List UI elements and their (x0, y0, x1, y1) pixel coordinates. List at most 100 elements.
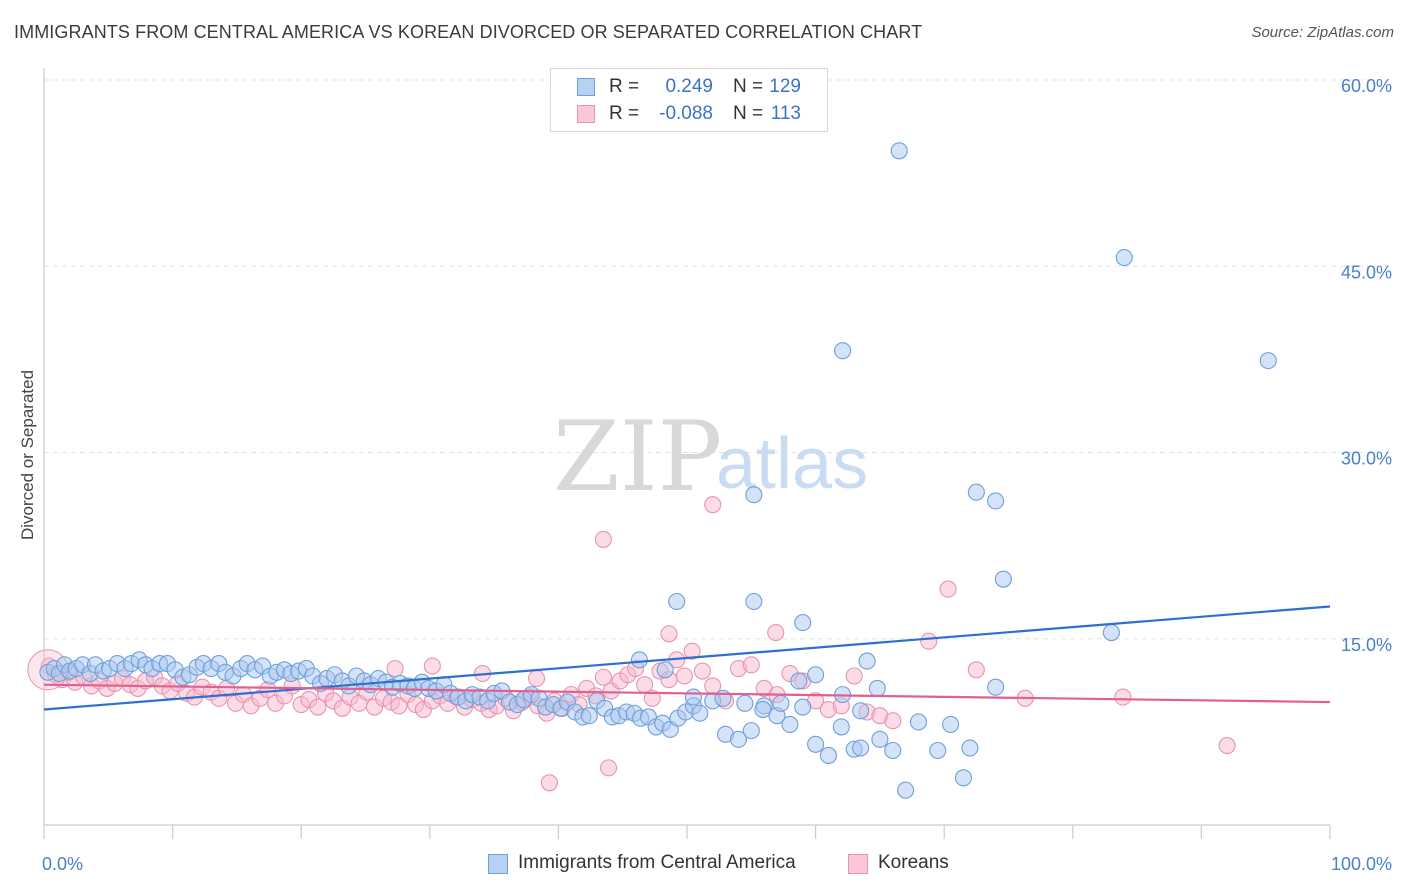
data-point-central-america (754, 700, 772, 719)
data-point-central-america (819, 746, 838, 765)
y-tick-label: 45.0% (1341, 262, 1392, 282)
data-point-central-america (1102, 623, 1120, 642)
y-tick-label: 60.0% (1341, 76, 1392, 96)
y-tick-labels: 15.0% 30.0% 45.0% 60.0% (1341, 76, 1392, 655)
chart-source: Source: ZipAtlas.com (1251, 24, 1394, 41)
trend-lines (43, 605, 1331, 711)
data-point-korean (742, 656, 760, 674)
bottom-legend-label: Immigrants from Central America (518, 852, 796, 873)
data-point-central-america (580, 707, 598, 725)
data-point-central-america (994, 570, 1012, 588)
data-point-central-america (909, 713, 928, 731)
data-point-korean (967, 661, 985, 679)
legend-row-koreans: R = -0.088 N = 113 (551, 102, 827, 128)
watermark-zip: ZIP (553, 401, 722, 513)
legend-n-label: N = (733, 103, 764, 124)
data-point-korean (845, 667, 863, 685)
data-point-korean (309, 698, 327, 716)
data-point-central-america (772, 694, 790, 712)
data-point-korean (527, 669, 546, 688)
data-point-central-america (736, 694, 754, 712)
data-point-korean (423, 657, 441, 675)
data-point-central-america (961, 739, 979, 757)
legend: R = 0.249 N = 129 R = -0.088 N = 113 (550, 68, 828, 132)
data-point-central-america (852, 739, 870, 757)
x-tick-label: 100.0% (1331, 854, 1392, 874)
axes (43, 68, 1331, 839)
data-point-central-america (1259, 352, 1277, 370)
data-point-central-america (630, 651, 648, 669)
data-point-central-america (890, 142, 908, 160)
x-tick-label: 0.0% (42, 854, 83, 874)
legend-n-value: 113 (770, 103, 801, 124)
trend-line-koreans (43, 683, 1331, 704)
data-point-korean (386, 659, 404, 678)
data-point-korean (693, 662, 711, 680)
bottom-legend-label: Koreans (878, 852, 949, 873)
data-point-korean (1114, 688, 1132, 706)
y-tick-label: 15.0% (1341, 635, 1392, 655)
legend-r-value: -0.088 (659, 103, 713, 124)
data-point-central-america (807, 735, 825, 753)
data-point-korean (920, 632, 938, 650)
data-point-central-america (929, 741, 947, 760)
bottom-legend-swatch-blue (488, 854, 508, 874)
data-point-korean (540, 774, 558, 792)
y-axis-label: Divorced or Separated (18, 370, 37, 540)
data-point-central-america (656, 661, 674, 679)
data-point-central-america (987, 678, 1005, 696)
series-koreans (27, 496, 1236, 792)
data-point-central-america (794, 698, 812, 716)
data-point-korean (683, 642, 701, 660)
data-point-korean (767, 623, 785, 642)
y-tick-label: 30.0% (1341, 449, 1392, 469)
data-point-central-america (987, 492, 1005, 510)
x-tick-labels: 0.0% 100.0% (42, 854, 1392, 874)
legend-n-value: 129 (769, 76, 801, 97)
legend-swatch-blue (577, 78, 595, 96)
data-point-central-america (807, 666, 825, 684)
legend-n-label: N = (733, 76, 764, 97)
trend-line-central-america (43, 605, 1331, 711)
data-point-korean (1218, 736, 1236, 755)
data-point-korean (660, 625, 678, 643)
data-point-central-america (691, 704, 709, 722)
data-point-korean (704, 496, 722, 514)
data-point-central-america (742, 722, 760, 740)
data-point-central-america (832, 718, 850, 736)
data-point-central-america (745, 486, 763, 504)
data-point-central-america (668, 592, 686, 611)
data-point-central-america (868, 679, 886, 697)
legend-row-central-america: R = 0.249 N = 129 (551, 75, 827, 101)
legend-r-label: R = (609, 103, 640, 124)
data-point-central-america (852, 702, 870, 720)
data-point-korean (600, 759, 618, 777)
watermark-atlas: atlas (716, 424, 868, 504)
data-point-korean (939, 580, 957, 598)
data-point-korean (594, 668, 612, 686)
data-point-korean (594, 530, 612, 548)
data-point-korean (390, 697, 408, 715)
data-point-central-america (729, 730, 747, 748)
data-point-central-america (834, 342, 852, 360)
data-point-central-america (745, 592, 763, 611)
data-point-central-america (794, 614, 812, 632)
data-point-central-america (684, 688, 702, 706)
data-point-central-america (871, 730, 889, 748)
data-point-central-america (1115, 249, 1133, 267)
data-point-central-america (942, 715, 960, 733)
data-point-korean (643, 689, 661, 707)
data-point-central-america (897, 781, 915, 799)
gridlines (44, 79, 1392, 640)
data-point-central-america (790, 672, 808, 690)
legend-r-value: 0.249 (665, 76, 713, 97)
data-point-central-america (781, 715, 799, 733)
data-point-central-america (954, 769, 973, 787)
chart-title: IMMIGRANTS FROM CENTRAL AMERICA VS KOREA… (14, 22, 923, 42)
legend-swatch-pink (577, 105, 595, 123)
data-point-korean (884, 712, 902, 730)
data-point-korean (675, 667, 693, 685)
data-point-central-america (858, 652, 876, 670)
bottom-legend-swatch-pink (848, 854, 868, 874)
